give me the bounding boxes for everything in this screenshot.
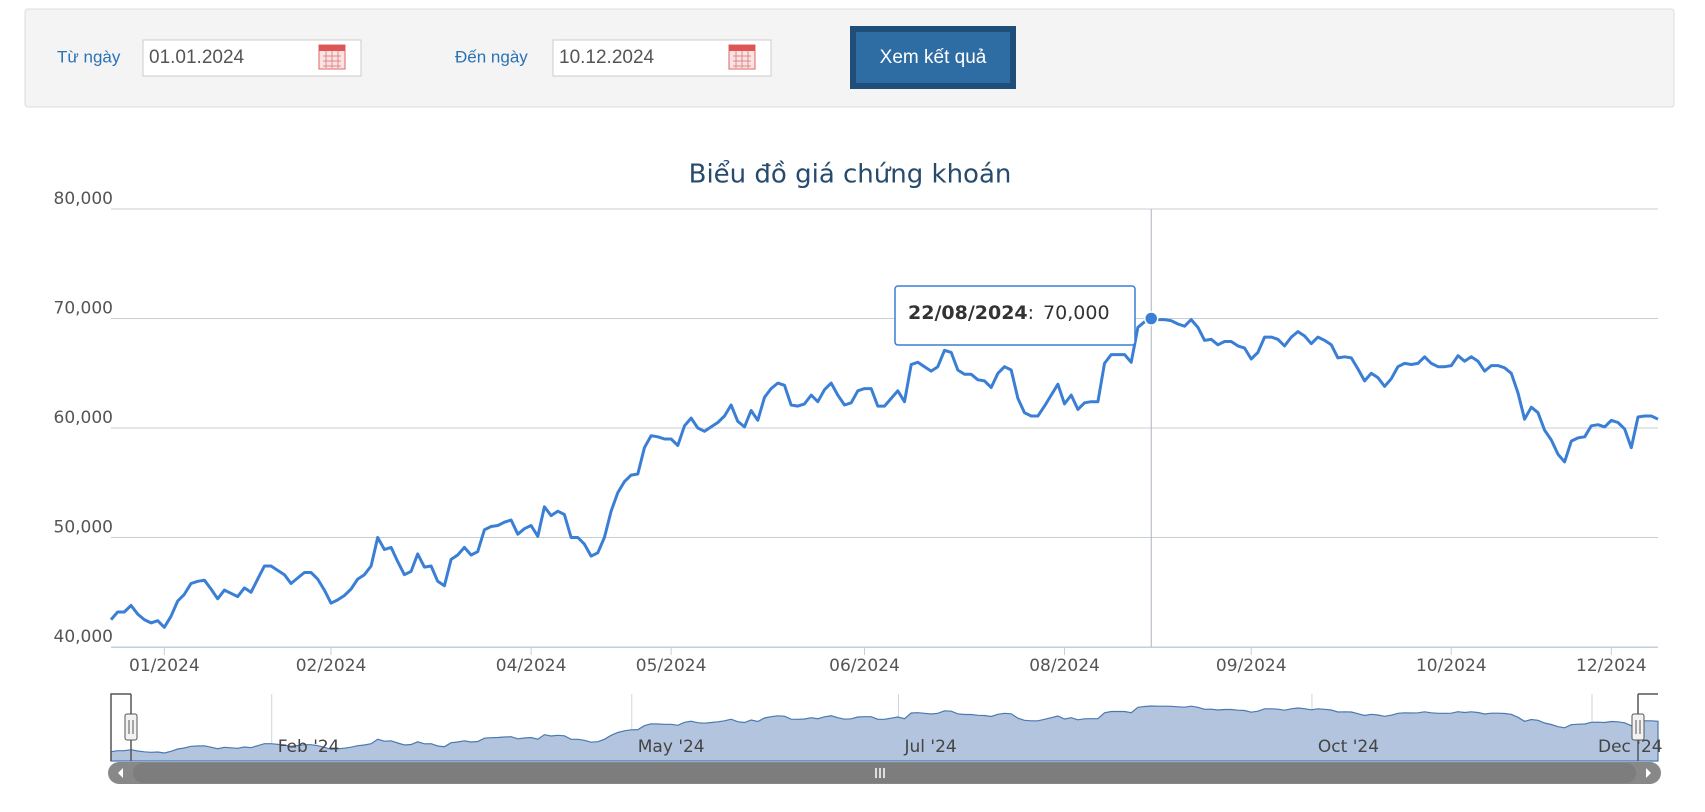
handle-grip — [1631, 713, 1645, 741]
y-tick-label: 70,000 — [54, 299, 113, 319]
navigator-handle[interactable] — [124, 694, 138, 761]
x-tick-label: 06/2024 — [829, 656, 900, 676]
to-label: Đến ngày — [455, 47, 528, 66]
submit-button-inner — [856, 32, 1010, 83]
price-line — [109, 317, 1659, 629]
navigator-area — [110, 705, 1659, 762]
handle-grip — [124, 713, 138, 741]
tooltip-date: 22/08/2024 — [908, 302, 1028, 324]
hover-point — [1143, 311, 1159, 326]
from-date-value: 01.01.2024 — [149, 47, 245, 68]
x-tick-label: 01/2024 — [129, 656, 200, 676]
calendar-icon[interactable] — [728, 44, 756, 70]
submit-button-label: Xem kết quả — [880, 47, 987, 68]
x-tick-label: 08/2024 — [1029, 656, 1100, 676]
navigator-label: Dec '24 — [1598, 737, 1663, 757]
handle-lines — [128, 720, 134, 734]
y-tick-label: 80,000 — [54, 189, 113, 209]
scroll-right-arrow[interactable] — [1646, 768, 1651, 778]
navigator-label: May '24 — [638, 737, 705, 757]
scroll-left-arrow[interactable] — [118, 768, 123, 778]
from-label: Từ ngày — [57, 47, 121, 66]
chart-title: Biểu đồ giá chứng khoán — [689, 159, 1012, 190]
x-tick-label: 12/2024 — [1576, 656, 1647, 676]
tooltip-separator: : — [1028, 302, 1034, 324]
scrollbar-grip — [875, 768, 885, 778]
x-tick-label: 02/2024 — [296, 656, 367, 676]
y-tick-label: 40,000 — [54, 627, 113, 647]
y-tick-label: 60,000 — [54, 408, 113, 428]
x-tick-label: 09/2024 — [1216, 656, 1287, 676]
navigator-label: Feb '24 — [278, 737, 340, 757]
calendar-icon[interactable] — [318, 44, 346, 70]
navigator-label: Oct '24 — [1318, 737, 1379, 757]
y-tick-label: 50,000 — [54, 518, 113, 538]
navigator-handle[interactable] — [1631, 694, 1645, 761]
handle-lines — [1635, 720, 1641, 734]
to-date-value: 10.12.2024 — [559, 47, 655, 68]
navigator-label: Jul '24 — [904, 737, 957, 757]
x-tick-label: 05/2024 — [636, 656, 707, 676]
tooltip-text: 22/08/2024: 70,000 — [908, 302, 1110, 324]
tooltip-box — [894, 285, 1136, 346]
filter-panel — [24, 8, 1675, 108]
x-tick-label: 10/2024 — [1416, 656, 1487, 676]
tooltip-value: 70,000 — [1043, 302, 1109, 324]
x-tick-label: 04/2024 — [496, 656, 567, 676]
navigator-outline — [110, 693, 1658, 761]
